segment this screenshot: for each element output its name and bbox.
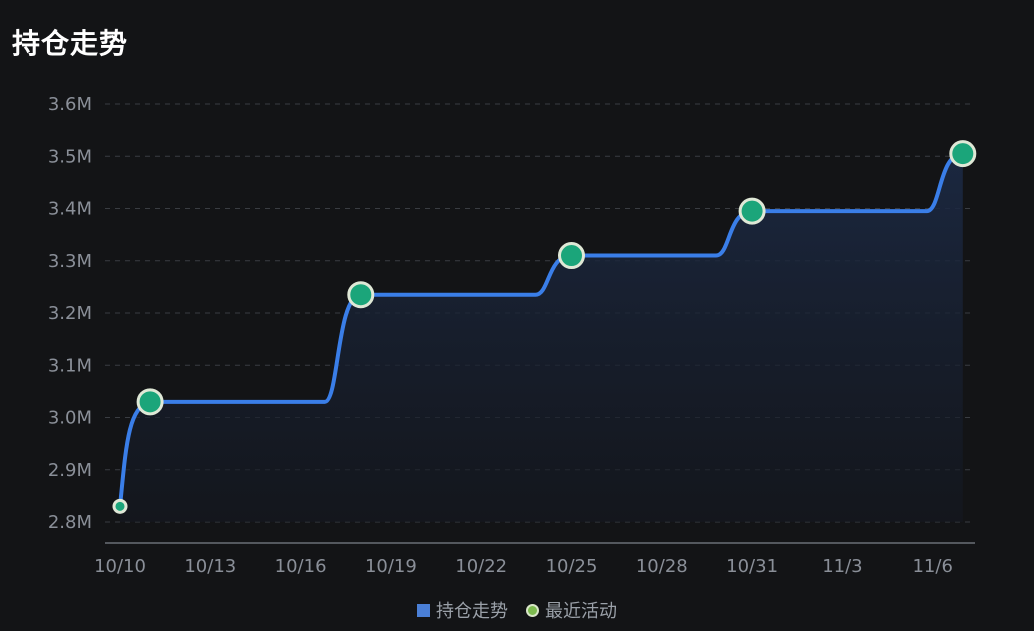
- y-tick-label: 3.3M: [48, 251, 92, 272]
- legend-label: 最近活动: [545, 601, 617, 622]
- activity-point[interactable]: [558, 242, 585, 270]
- activity-point[interactable]: [949, 140, 977, 168]
- x-tick-label: 10/16: [275, 556, 327, 577]
- x-tick-label: 10/19: [365, 556, 417, 577]
- x-tick-label: 10/22: [455, 556, 507, 577]
- activity-point[interactable]: [347, 281, 375, 309]
- legend-item-holding-trend[interactable]: 持仓走势: [417, 597, 508, 623]
- activity-point[interactable]: [112, 498, 128, 514]
- activity-point[interactable]: [136, 388, 164, 416]
- y-tick-label: 2.9M: [48, 460, 92, 481]
- chart-title: 持仓走势: [12, 27, 129, 60]
- legend-circle-icon: [526, 603, 539, 617]
- x-tick-label: 11/3: [822, 556, 862, 577]
- x-tick-label: 10/25: [546, 556, 598, 577]
- axes: 10/10 10/13 10/16 10/19 10/22 10/25 10/28 10/31…: [94, 542, 975, 577]
- x-tick-label: 11/6: [912, 556, 952, 577]
- x-tick-label: 10/10: [94, 556, 146, 577]
- y-tick-label: 2.8M: [48, 512, 92, 533]
- activity-point[interactable]: [738, 197, 766, 225]
- y-tick-label: 3.6M: [48, 94, 92, 115]
- y-tick-label: 3.0M: [48, 408, 92, 429]
- y-tick-label: 3.5M: [48, 146, 92, 167]
- legend: 持仓走势 最近活动: [0, 597, 1034, 623]
- y-tick-label: 3.2M: [48, 303, 92, 324]
- x-tick-label: 10/31: [726, 556, 778, 577]
- activity-markers: [112, 140, 977, 514]
- y-tick-label: 3.4M: [48, 199, 92, 220]
- legend-item-recent-activity[interactable]: 最近活动: [526, 597, 617, 623]
- legend-square-icon: [417, 603, 430, 617]
- x-tick-label: 10/13: [184, 556, 236, 577]
- area-fill: [120, 153, 963, 522]
- grid-lines: 2.8M 2.9M 3.0M 3.1M 3.2M 3.3M 3.4M 3.5M 3.6M: [48, 94, 975, 533]
- legend-label: 持仓走势: [436, 601, 508, 622]
- x-tick-label: 10/28: [636, 556, 688, 577]
- y-tick-label: 3.1M: [48, 355, 92, 376]
